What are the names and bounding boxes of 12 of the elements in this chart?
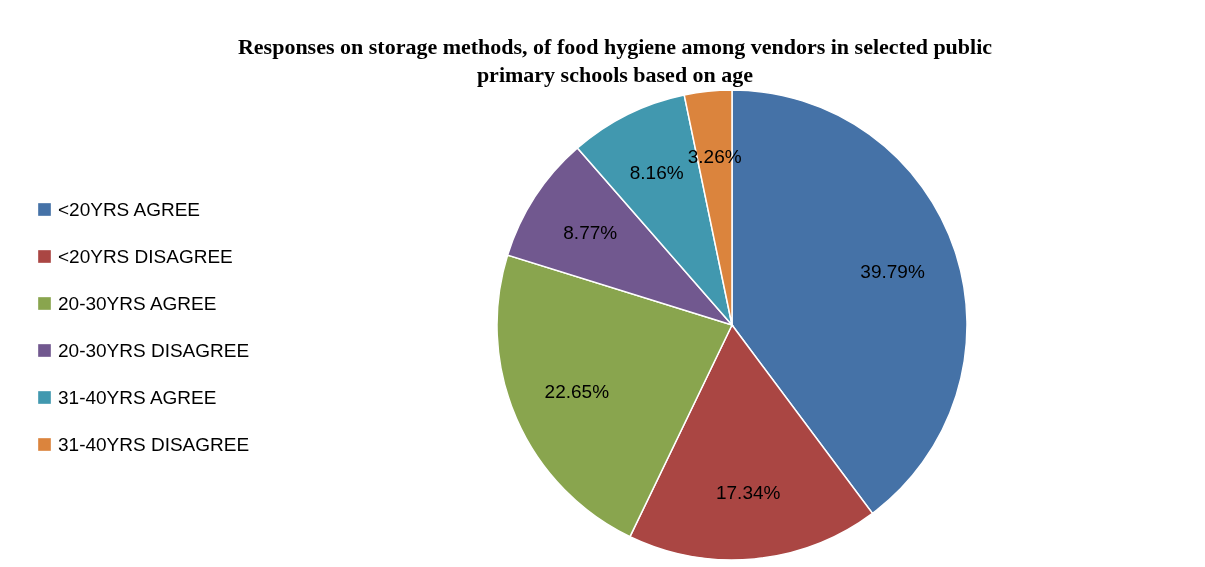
legend-label: 31-40YRS AGREE — [58, 386, 217, 408]
data-label: 22.65% — [544, 381, 610, 403]
legend-label: <20YRS DISAGREE — [58, 245, 233, 267]
data-label: 8.16% — [629, 162, 684, 184]
legend-label: 20-30YRS DISAGREE — [58, 339, 250, 361]
legend-label: <20YRS AGREE — [58, 198, 201, 220]
legend-label: 31-40YRS DISAGREE — [58, 433, 250, 455]
data-label: 17.34% — [715, 482, 781, 504]
legend-label: 20-30YRS AGREE — [58, 292, 217, 314]
data-label: 8.77% — [563, 221, 618, 243]
data-label: 39.79% — [860, 260, 925, 282]
chart-title: Responses on storage methods, of food hygiene among vendors in selected public primary schools based on age — [237, 34, 993, 87]
